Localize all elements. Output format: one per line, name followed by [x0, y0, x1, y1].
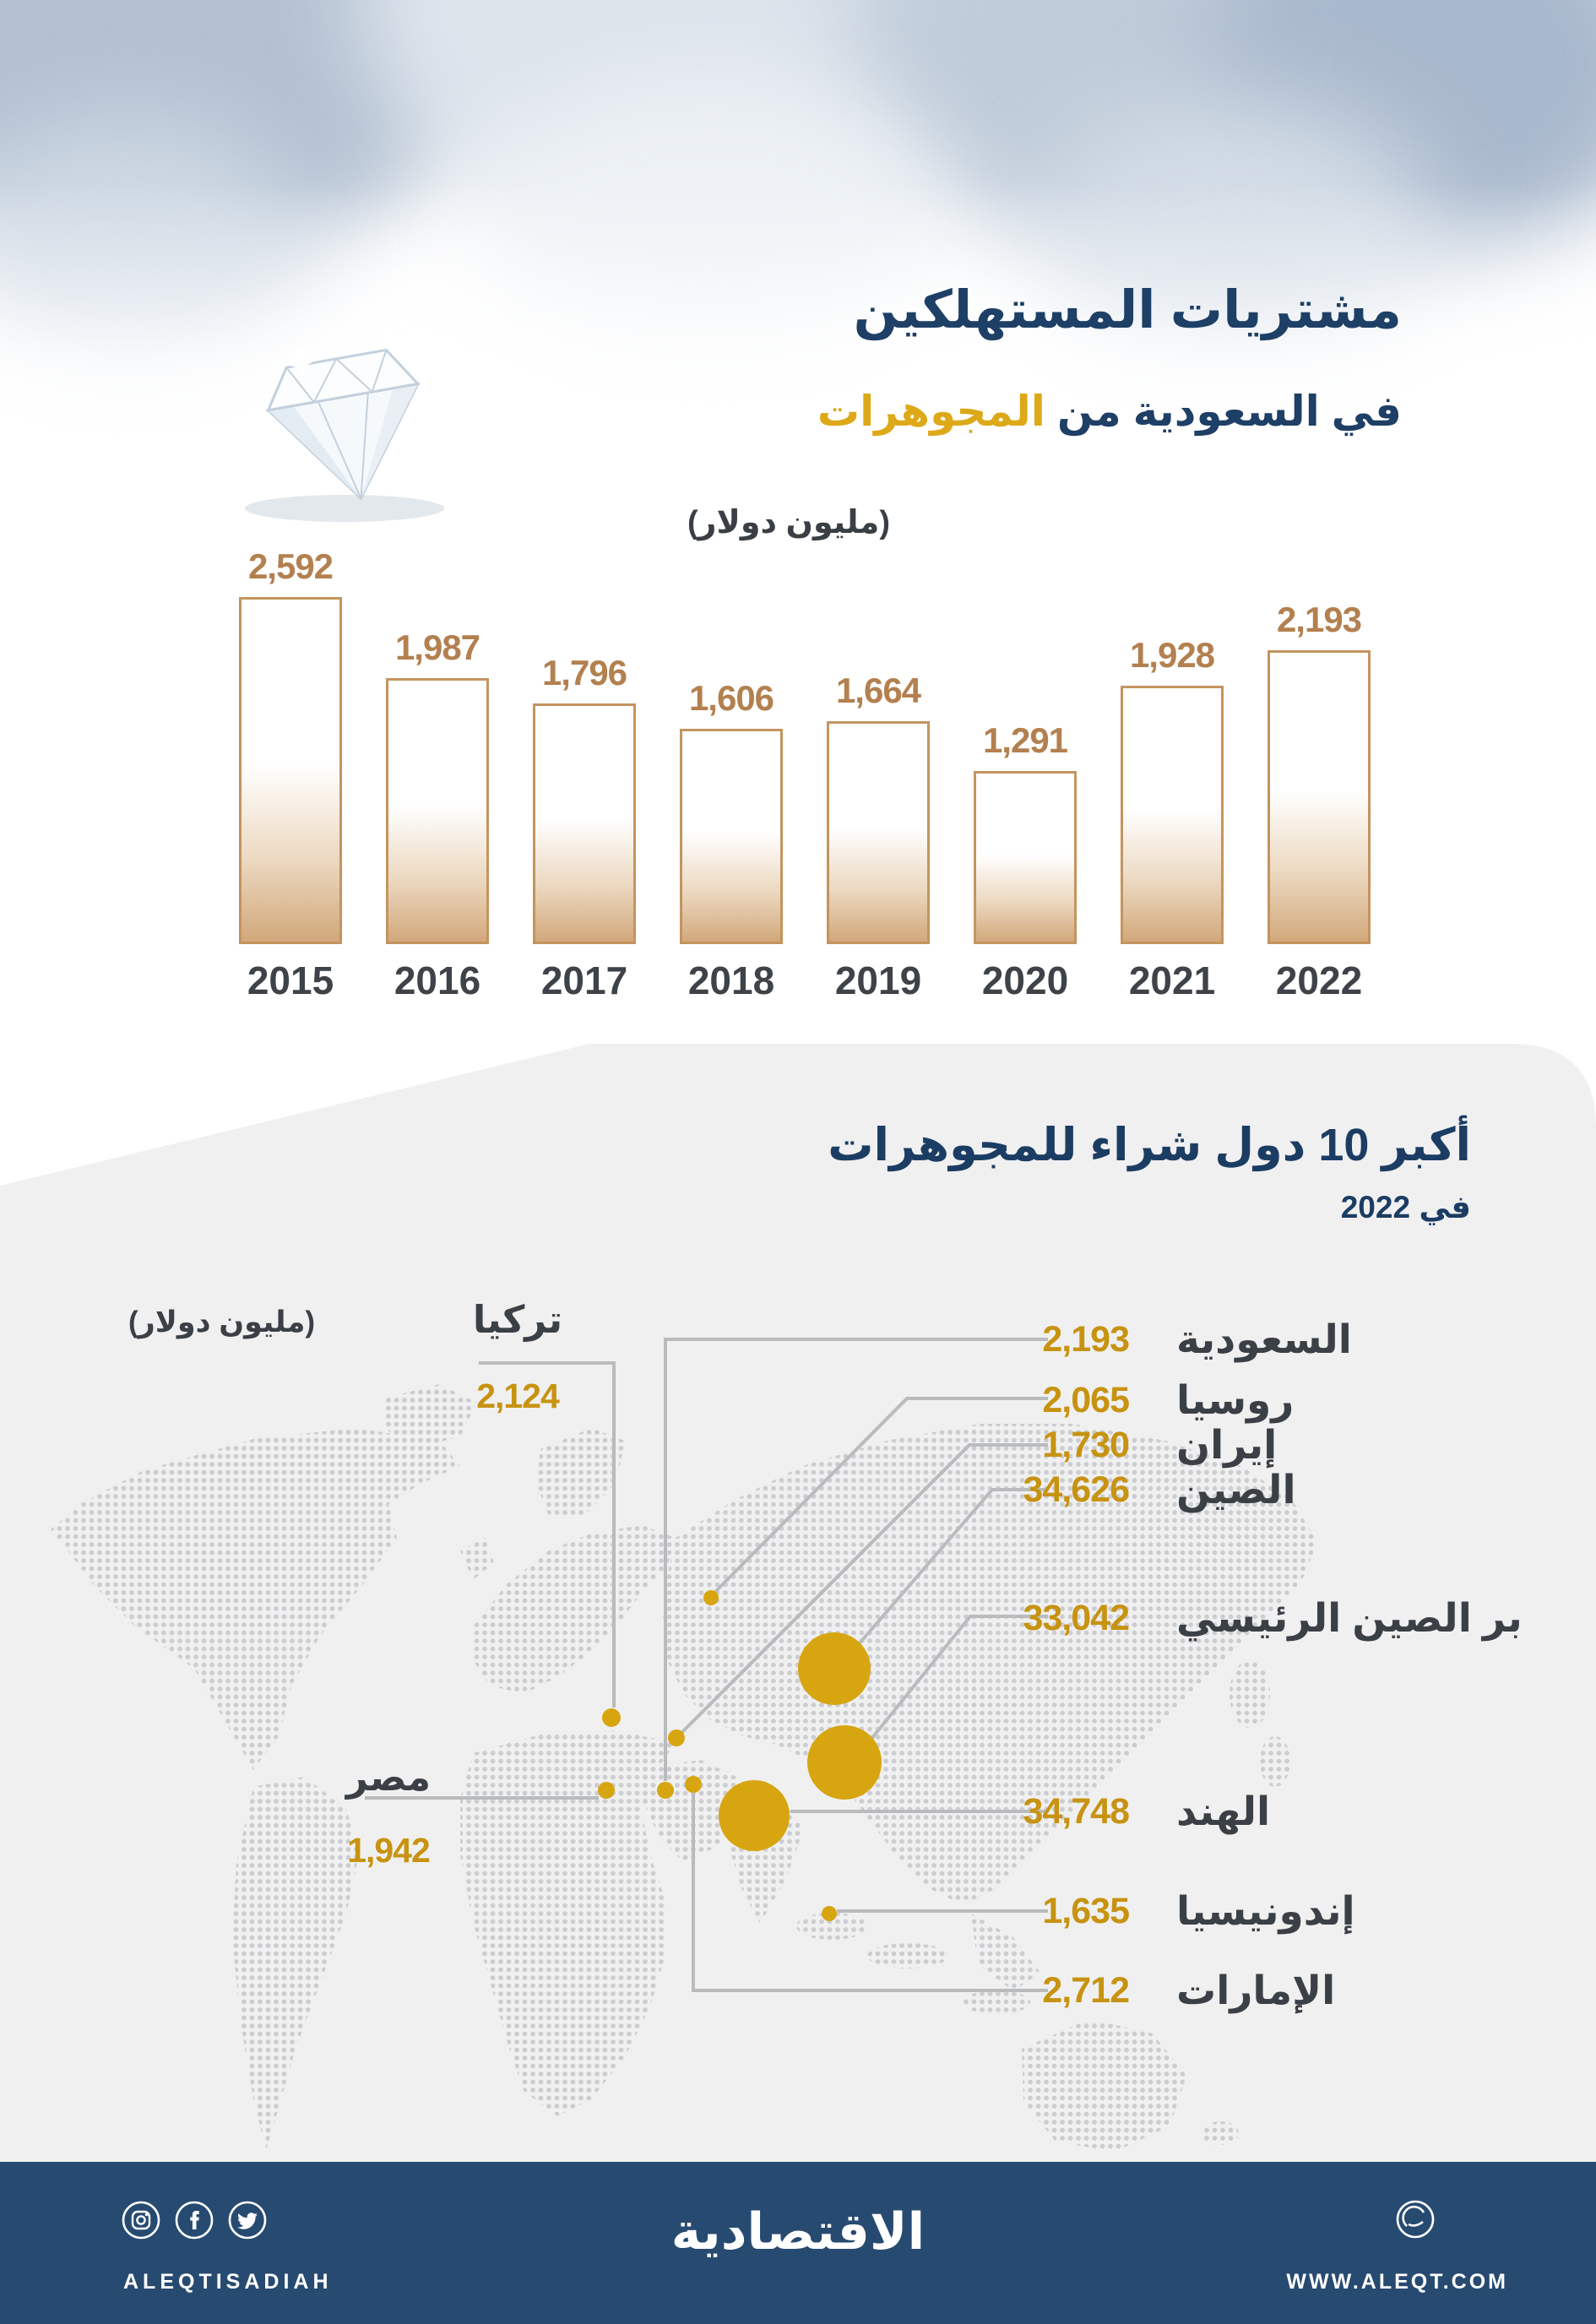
bar-year-label: 2021	[1128, 958, 1216, 1002]
country-value-saudi: 2,193	[1042, 1319, 1130, 1360]
bar-year-label: 2017	[540, 958, 628, 1002]
country-value-iran: 1,730	[1042, 1425, 1130, 1465]
bar	[1121, 686, 1224, 944]
bubble-turkey	[602, 1708, 621, 1727]
footer-website: WWW.ALEQT.COM	[1286, 2270, 1508, 2294]
bar-value-label: 1,291	[982, 720, 1068, 760]
bubble-mainland-china	[807, 1725, 882, 1800]
facebook-icon[interactable]	[175, 2201, 214, 2240]
bubble-india	[719, 1780, 790, 1851]
country-label-india: الهند	[1176, 1789, 1271, 1833]
footer-handle: ALEQTISADIAH	[123, 2270, 333, 2294]
bar-year-label: 2015	[247, 958, 334, 1002]
chart-unit-label: (مليون دولار)	[687, 505, 890, 540]
country-value-mainland-china: 33,042	[1023, 1598, 1130, 1638]
bar-year-label: 2016	[394, 958, 481, 1002]
country-bubbles	[598, 1590, 882, 1921]
leader-russia	[712, 1397, 1048, 1595]
map-section-subtitle: في 2022	[1340, 1190, 1471, 1224]
bar-value-label: 1,928	[1129, 635, 1215, 675]
bar-value-label: 2,592	[247, 546, 334, 586]
country-value-indonesia: 1,635	[1042, 1891, 1130, 1931]
leader-iran	[677, 1443, 1048, 1737]
country-value-egypt: 1,942	[347, 1831, 431, 1870]
country-label-china: الصين	[1176, 1467, 1296, 1512]
bar-column: 2,193	[1268, 600, 1371, 944]
bar-value-label: 1,796	[541, 653, 627, 692]
hero-photo-background	[0, 0, 1596, 608]
country-label-egypt: مصر	[345, 1756, 432, 1799]
country-label-iran: إيران	[1176, 1422, 1278, 1467]
bar-value-label: 1,664	[835, 671, 921, 710]
bar-column: 1,928	[1121, 635, 1224, 944]
brand-logo: الاقتصادية	[670, 2203, 926, 2260]
diamond-illustration	[209, 287, 480, 540]
instagram-icon[interactable]	[122, 2201, 160, 2240]
bubble-iran	[668, 1729, 685, 1746]
bar-column: 1,664	[827, 671, 930, 944]
map-section: أكبر 10 دول شراء للمجوهرات في 2022 (مليو…	[0, 1044, 1596, 2162]
map-section-title: أكبر 10 دول شراء للمجوهرات	[828, 1120, 1471, 1170]
bar	[239, 597, 342, 944]
bar-year-label: 2018	[687, 958, 775, 1002]
bar-column: 2,592	[239, 546, 342, 944]
bar-column: 1,606	[680, 678, 783, 944]
bar	[974, 771, 1077, 944]
bar	[386, 678, 489, 944]
leader-uae	[692, 1794, 1048, 1992]
bubble-egypt	[598, 1782, 615, 1799]
map-unit-label: (مليون دولار)	[128, 1306, 316, 1338]
bar	[680, 729, 783, 944]
country-label-uae: الإمارات	[1176, 1968, 1336, 2012]
footer: ALEQTISADIAH الاقتصادية WWW.ALEQT.COM	[0, 2162, 1596, 2324]
bubble-china	[798, 1632, 871, 1705]
bar	[1268, 650, 1371, 944]
aleqt-logo-icon	[1395, 2199, 1436, 2244]
leader-turkey	[479, 1361, 616, 1708]
bubble-saudi	[657, 1782, 674, 1799]
country-value-russia: 2,065	[1042, 1380, 1130, 1420]
bubble-russia	[703, 1590, 719, 1605]
subtitle-prefix: في السعودية من	[1056, 388, 1402, 435]
country-label-mainland-china: بر الصين الرئيسي	[1176, 1595, 1523, 1640]
bar-chart: 2,592 1,987 1,796 1,606 1,664 1,291 1,928 2,193	[239, 546, 1371, 944]
country-value-uae: 2,712	[1042, 1970, 1130, 2011]
bar-column: 1,987	[386, 627, 489, 944]
twitter-icon[interactable]	[228, 2201, 267, 2240]
bar-value-label: 2,193	[1276, 600, 1362, 639]
bar-column: 1,291	[974, 720, 1077, 944]
bar-value-label: 1,987	[394, 627, 480, 667]
bubble-uae	[685, 1776, 702, 1793]
bubble-indonesia	[822, 1906, 837, 1921]
social-icons	[122, 2201, 267, 2240]
country-label-saudi: السعودية	[1176, 1317, 1352, 1361]
country-label-indonesia: إندونيسيا	[1176, 1888, 1355, 1933]
country-label-russia: روسيا	[1176, 1377, 1295, 1422]
bar	[827, 721, 930, 944]
dotted-world-map	[51, 1384, 1317, 2152]
bar-value-label: 1,606	[688, 678, 774, 718]
country-value-turkey: 2,124	[476, 1376, 560, 1415]
bar-column: 1,796	[533, 653, 636, 944]
bar-year-label: 2020	[981, 958, 1069, 1002]
leader-mainland-china	[870, 1615, 1048, 1740]
page-title: مشتريات المستهلكين	[853, 281, 1403, 339]
bar-year-label: 2019	[834, 958, 922, 1002]
map-section-canvas	[0, 1044, 1596, 2162]
page-subtitle: في السعودية من المجوهرات	[817, 387, 1402, 436]
leader-china	[856, 1488, 1048, 1647]
bar-chart-x-axis: 2015 2016 2017 2018 2019 2020 2021 2022	[239, 958, 1371, 1003]
leader-lines	[365, 1338, 1048, 1992]
subtitle-highlight: المجوهرات	[817, 388, 1045, 435]
bar-year-label: 2022	[1275, 958, 1363, 1002]
country-label-turkey: تركيا	[472, 1298, 563, 1341]
country-value-china: 34,626	[1023, 1469, 1130, 1510]
leader-saudi	[664, 1338, 1048, 1781]
country-value-india: 34,748	[1023, 1791, 1130, 1832]
bar	[533, 703, 636, 944]
